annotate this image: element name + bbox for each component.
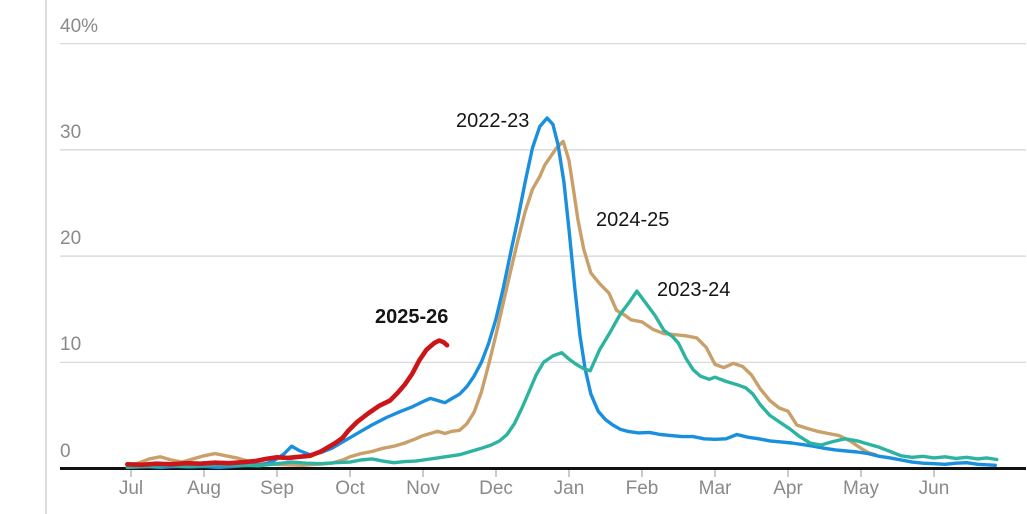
series-label-2023-24: 2023-24	[657, 279, 731, 301]
x-axis-label-jul: Jul	[118, 478, 144, 499]
series-line-2024-25	[125, 139, 878, 467]
series-label-2022-23: 2022-23	[456, 110, 530, 132]
x-axis-label-sep: Sep	[260, 478, 294, 499]
x-axis-label-jan: Jan	[553, 478, 585, 499]
x-axis-label-oct: Oct	[335, 478, 365, 499]
y-axis-label-10: 10	[60, 334, 82, 356]
y-axis-label-30: 30	[60, 121, 82, 143]
y-axis-label-40: 40%	[60, 15, 99, 37]
x-axis-label-dec: Dec	[479, 478, 513, 499]
series-line-2022-23	[125, 116, 997, 470]
x-axis-label-may: May	[843, 478, 879, 499]
x-axis-label-jun: Jun	[918, 478, 950, 499]
x-axis-label-nov: Nov	[406, 478, 440, 499]
series-label-2025-26: 2025-26	[375, 306, 449, 328]
y-axis-label-0: 0	[60, 440, 71, 462]
x-axis-label-mar: Mar	[698, 478, 732, 499]
y-axis-label-20: 20	[60, 228, 82, 250]
x-axis-label-apr: Apr	[773, 478, 803, 499]
series-label-2024-25: 2024-25	[596, 209, 670, 231]
x-axis-label-aug: Aug	[187, 478, 221, 499]
x-axis-label-feb: Feb	[625, 478, 659, 499]
page-left-divider	[45, 0, 47, 514]
series-line-2025-26	[125, 338, 450, 468]
series-line-2023-24	[125, 289, 999, 470]
